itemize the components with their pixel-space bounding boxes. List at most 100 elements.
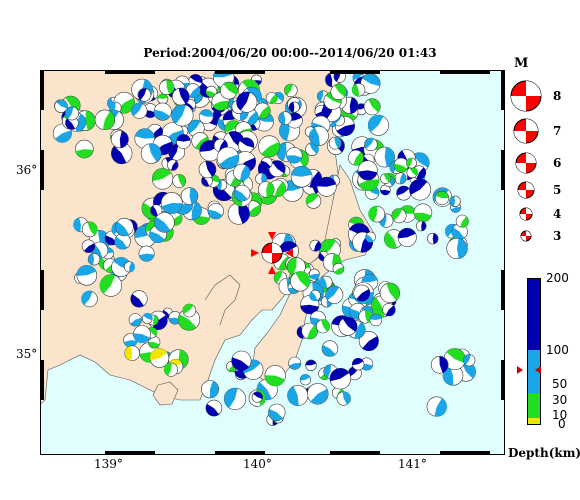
beachball[interactable] <box>265 92 278 104</box>
beachball[interactable] <box>251 391 263 403</box>
beachball[interactable] <box>325 285 344 304</box>
beachball[interactable] <box>328 136 342 150</box>
beachball[interactable] <box>163 362 179 377</box>
beachball[interactable] <box>358 330 379 351</box>
beachball[interactable] <box>406 157 417 169</box>
beachball[interactable] <box>406 166 418 179</box>
beachball[interactable] <box>329 368 352 390</box>
beachball[interactable] <box>76 265 98 286</box>
beachball[interactable] <box>114 233 131 250</box>
beachball[interactable] <box>427 232 439 245</box>
beachball[interactable] <box>110 142 133 165</box>
beachball[interactable] <box>236 91 258 113</box>
beachball[interactable] <box>153 102 172 121</box>
beachball[interactable] <box>299 374 312 386</box>
beachball[interactable] <box>115 217 134 237</box>
beachball[interactable] <box>54 99 68 113</box>
beachball[interactable] <box>233 184 251 202</box>
beachball[interactable] <box>137 88 152 102</box>
beachball[interactable] <box>353 284 371 302</box>
beachball[interactable] <box>394 172 407 185</box>
beachball[interactable] <box>81 290 98 308</box>
beachball[interactable] <box>198 109 214 124</box>
beachball[interactable] <box>369 313 382 327</box>
beachball[interactable] <box>351 83 366 97</box>
beachball[interactable] <box>305 359 317 371</box>
beachball[interactable] <box>332 262 345 275</box>
map-svg[interactable] <box>40 70 505 455</box>
beachball[interactable] <box>140 143 162 164</box>
beachball[interactable] <box>309 289 321 302</box>
beachball[interactable] <box>182 200 202 221</box>
beachball[interactable] <box>316 176 337 197</box>
beachball[interactable] <box>124 345 140 361</box>
beachball[interactable] <box>167 159 179 171</box>
beachball[interactable] <box>264 365 286 387</box>
beachball[interactable] <box>110 130 129 149</box>
beachball[interactable] <box>363 98 381 116</box>
beachball[interactable] <box>451 223 468 241</box>
beachball[interactable] <box>81 221 98 238</box>
beachball[interactable] <box>172 87 190 106</box>
beachball[interactable] <box>207 203 224 220</box>
beachball[interactable] <box>413 203 433 223</box>
beachball[interactable] <box>154 212 175 233</box>
beachball[interactable] <box>159 79 175 95</box>
beachball[interactable] <box>157 93 169 105</box>
beachball[interactable] <box>463 354 476 367</box>
beachball[interactable] <box>455 214 469 228</box>
beachball[interactable] <box>172 174 187 188</box>
beachball[interactable] <box>307 383 329 405</box>
beachball[interactable] <box>216 146 240 170</box>
beachball[interactable] <box>336 391 351 406</box>
beachball[interactable] <box>149 225 168 244</box>
beachball[interactable] <box>415 220 427 232</box>
beachball[interactable] <box>380 173 391 184</box>
beachball[interactable] <box>368 205 386 223</box>
beachball[interactable] <box>258 135 281 158</box>
beachball[interactable] <box>449 195 461 208</box>
beachball[interactable] <box>379 282 401 303</box>
beachball[interactable] <box>391 208 407 224</box>
beachball[interactable] <box>309 239 322 252</box>
beachball[interactable] <box>304 126 316 138</box>
beachball[interactable] <box>382 303 396 317</box>
beachball[interactable] <box>130 290 148 308</box>
beachball[interactable] <box>357 160 378 181</box>
beachball[interactable] <box>160 192 183 214</box>
beachball[interactable] <box>393 157 409 173</box>
beachball[interactable] <box>238 137 255 154</box>
map-area[interactable] <box>40 70 505 455</box>
beachball[interactable] <box>365 231 376 243</box>
beachball[interactable] <box>290 271 311 292</box>
beachball[interactable] <box>379 184 391 196</box>
beachball[interactable] <box>434 190 450 206</box>
beachball[interactable] <box>205 85 218 98</box>
beachball[interactable] <box>81 239 96 253</box>
beachball[interactable] <box>260 156 273 169</box>
beachball[interactable] <box>305 193 322 209</box>
beachball[interactable] <box>360 73 381 94</box>
beachball[interactable] <box>185 83 201 99</box>
beachball[interactable] <box>87 253 101 266</box>
beachball[interactable] <box>308 268 320 280</box>
beachball[interactable] <box>258 181 275 198</box>
beachball[interactable] <box>330 83 347 100</box>
current-event-marker[interactable] <box>251 232 293 274</box>
beachball[interactable] <box>149 348 170 368</box>
beachball[interactable] <box>180 187 199 205</box>
beachball[interactable] <box>131 102 148 119</box>
beachball[interactable] <box>301 322 319 340</box>
beachball[interactable] <box>176 134 191 149</box>
beachball[interactable] <box>198 160 217 179</box>
beachball[interactable] <box>128 313 142 327</box>
beachball[interactable] <box>446 237 468 260</box>
beachball[interactable] <box>442 364 464 386</box>
beachball[interactable] <box>223 387 247 411</box>
beachball[interactable] <box>409 178 432 201</box>
beachball[interactable] <box>99 274 123 297</box>
beachball[interactable] <box>201 380 220 399</box>
beachball[interactable] <box>205 399 223 417</box>
beachball[interactable] <box>74 139 94 159</box>
beachball[interactable] <box>64 106 79 121</box>
